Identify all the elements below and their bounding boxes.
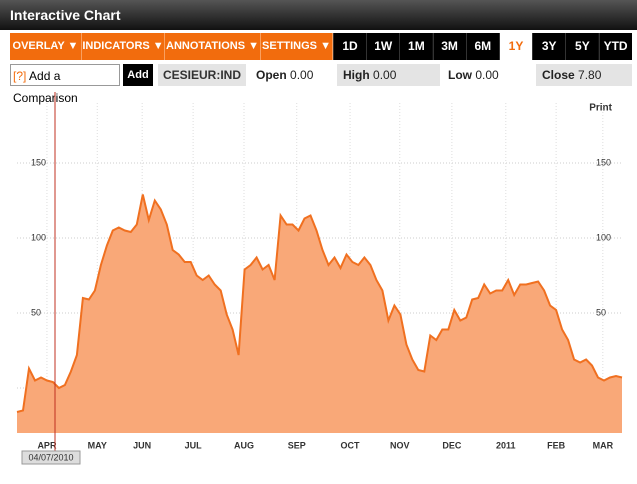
x-tick-label: DEC — [442, 440, 462, 450]
field-value: 7.80 — [578, 68, 602, 82]
y-tick-label: 150 — [31, 157, 46, 167]
chart: Print 005050100100150150APRMAYJUNJULAUGS… — [16, 92, 623, 465]
range-button[interactable]: 1Y — [499, 33, 532, 60]
range-button[interactable]: 1M — [399, 33, 433, 60]
y-tick-label: 50 — [31, 307, 41, 317]
field-label: Open — [256, 68, 287, 82]
print-link[interactable]: Print — [589, 103, 612, 114]
menu-item[interactable]: ANNOTATIONS ▼ — [165, 33, 261, 60]
range-button[interactable]: 3Y — [532, 33, 566, 60]
field-label: Low — [448, 68, 472, 82]
x-tick-label: JUL — [185, 440, 203, 450]
quote-field: Close 7.80 — [536, 64, 632, 86]
x-tick-label: 2011 — [496, 440, 516, 450]
field-value: 0.00 — [290, 68, 314, 82]
menu-item[interactable]: SETTINGS ▼ — [261, 33, 333, 60]
x-tick-label: SEP — [288, 440, 306, 450]
range-button[interactable]: 3M — [432, 33, 466, 60]
y-tick-label: 100 — [31, 232, 46, 242]
x-tick-label: FEB — [547, 440, 566, 450]
toolbar: OVERLAY ▼ INDICATORS ▼ ANNOTATIONS ▼ SETTIN… — [10, 33, 632, 60]
field-label: Close — [542, 68, 575, 82]
menu-item[interactable]: OVERLAY ▼ — [10, 33, 82, 60]
quote-field: High 0.00 — [337, 64, 440, 86]
range-button[interactable]: YTD — [598, 33, 632, 60]
range-button[interactable]: 5Y — [565, 33, 599, 60]
menu-item[interactable]: INDICATORS ▼ — [82, 33, 165, 60]
field-value: 0.00 — [373, 68, 397, 82]
y-tick-label: 100 — [596, 232, 611, 242]
x-tick-label: OCT — [341, 440, 361, 450]
line — [16, 194, 623, 413]
placeholder: Add a Comparison — [13, 69, 78, 105]
range-button[interactable]: 1D — [333, 33, 366, 60]
x-tick-label: APR — [37, 440, 57, 450]
cursor-label: 04/07/2010 — [28, 452, 73, 462]
x-tick-label: MAR — [593, 440, 614, 450]
x-tick-label: JUN — [133, 440, 151, 450]
range-button[interactable]: 6M — [465, 33, 499, 60]
range-button[interactable]: 1W — [366, 33, 400, 60]
help-icon[interactable]: [?] — [13, 69, 27, 83]
symbol: CESIEUR:IND — [158, 64, 246, 86]
y-tick-label: 150 — [596, 157, 611, 167]
x-tick-label: NOV — [390, 440, 410, 450]
comparison-input[interactable]: [?] Add a Comparison — [10, 64, 120, 105]
header-title: Interactive Chart — [0, 0, 637, 30]
y-tick-label: 50 — [596, 307, 606, 317]
x-tick-label: MAY — [88, 440, 107, 450]
x-tick-label: AUG — [234, 440, 254, 450]
field-value: 0.00 — [475, 68, 499, 82]
quote-field: Low 0.00 — [442, 64, 530, 86]
cursor-box — [21, 450, 81, 465]
area — [17, 194, 622, 433]
field-label: High — [343, 68, 370, 82]
quote-field: Open 0.00 — [250, 64, 335, 86]
add-button[interactable]: Add — [123, 64, 153, 86]
